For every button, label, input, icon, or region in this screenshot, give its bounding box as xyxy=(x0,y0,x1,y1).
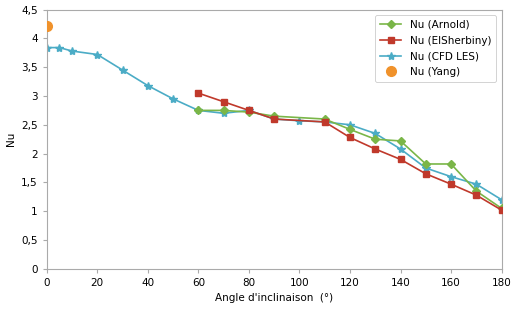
Nu (Arnold) xyxy=(398,139,404,143)
Nu (ElSherbiny) xyxy=(473,193,479,197)
Nu (CFD LES) xyxy=(221,112,227,115)
Nu (CFD LES) xyxy=(69,49,75,53)
Line: Nu (ElSherbiny): Nu (ElSherbiny) xyxy=(195,90,505,213)
Nu (CFD LES) xyxy=(195,108,202,112)
Nu (CFD LES) xyxy=(296,119,302,123)
Legend: Nu (Arnold), Nu (ElSherbiny), Nu (CFD LES), Nu (Yang): Nu (Arnold), Nu (ElSherbiny), Nu (CFD LE… xyxy=(375,15,496,83)
Nu (ElSherbiny) xyxy=(195,91,202,95)
Nu (ElSherbiny) xyxy=(347,136,353,139)
Nu (ElSherbiny) xyxy=(423,172,429,176)
Nu (ElSherbiny) xyxy=(498,208,505,212)
Nu (CFD LES) xyxy=(498,198,505,201)
Nu (Arnold) xyxy=(195,108,202,112)
Nu (Arnold) xyxy=(372,138,378,141)
Nu (CFD LES) xyxy=(372,132,378,135)
Nu (CFD LES) xyxy=(271,117,277,121)
X-axis label: Angle d'inclinaison  (°): Angle d'inclinaison (°) xyxy=(215,294,333,303)
Nu (ElSherbiny) xyxy=(398,158,404,161)
Nu (ElSherbiny) xyxy=(322,120,328,124)
Nu (CFD LES) xyxy=(56,46,63,49)
Nu (CFD LES) xyxy=(145,84,151,87)
Y-axis label: Nu: Nu xyxy=(6,132,16,146)
Nu (Arnold) xyxy=(423,162,429,166)
Nu (CFD LES) xyxy=(246,108,252,112)
Nu (Arnold) xyxy=(347,128,353,131)
Nu (Arnold) xyxy=(271,114,277,118)
Nu (ElSherbiny) xyxy=(372,147,378,151)
Nu (ElSherbiny) xyxy=(448,182,454,186)
Nu (CFD LES) xyxy=(398,147,404,151)
Line: Nu (Arnold): Nu (Arnold) xyxy=(195,108,505,211)
Nu (CFD LES) xyxy=(448,175,454,179)
Nu (CFD LES) xyxy=(322,120,328,124)
Nu (CFD LES) xyxy=(347,123,353,127)
Line: Nu (CFD LES): Nu (CFD LES) xyxy=(42,44,506,204)
Nu (Arnold) xyxy=(448,162,454,166)
Nu (Arnold) xyxy=(221,108,227,112)
Nu (CFD LES) xyxy=(43,46,50,49)
Nu (CFD LES) xyxy=(170,97,176,101)
Nu (CFD LES) xyxy=(119,68,126,72)
Nu (Arnold) xyxy=(246,110,252,114)
Nu (ElSherbiny) xyxy=(271,117,277,121)
Nu (Arnold) xyxy=(322,117,328,121)
Nu (CFD LES) xyxy=(473,182,479,186)
Nu (Arnold) xyxy=(473,189,479,193)
Nu (Arnold) xyxy=(498,206,505,210)
Nu (ElSherbiny) xyxy=(221,100,227,104)
Nu (CFD LES) xyxy=(94,53,100,56)
Nu (CFD LES) xyxy=(423,166,429,170)
Nu (ElSherbiny) xyxy=(246,108,252,112)
